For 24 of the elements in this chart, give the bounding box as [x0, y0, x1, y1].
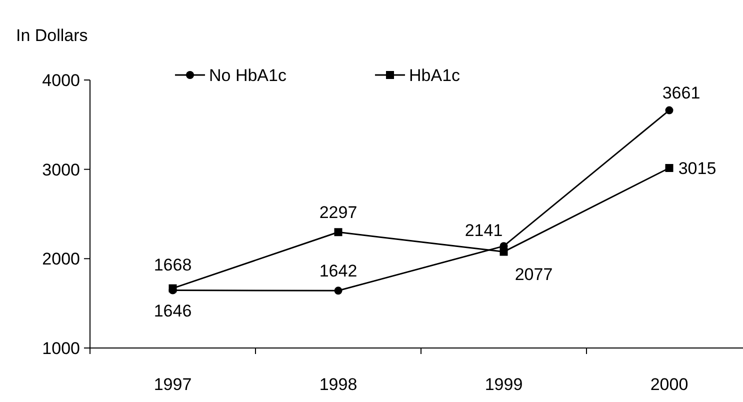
data-label: 3015	[678, 158, 716, 178]
x-tick-label: 1997	[154, 375, 192, 394]
x-tick-label: 2000	[650, 375, 688, 394]
x-tick-label: 1998	[319, 375, 358, 394]
y-axis-title: In Dollars	[16, 26, 88, 45]
y-tick-label: 4000	[42, 70, 80, 90]
point	[665, 106, 674, 114]
data-label: 1668	[154, 255, 192, 274]
data-label: 1646	[154, 301, 192, 320]
legend-label: No HbA1c	[209, 66, 287, 85]
x-tick-label: 1999	[484, 375, 523, 394]
data-label: 2077	[514, 264, 553, 284]
data-label: 1642	[319, 262, 358, 281]
point	[665, 164, 674, 172]
y-tick-label: 1000	[42, 338, 80, 358]
point	[334, 286, 342, 295]
data-label: 2297	[319, 203, 358, 222]
point	[334, 228, 342, 236]
y-tick-label: 3000	[42, 160, 80, 180]
data-label: 2141	[464, 221, 503, 240]
y-tick-label: 2000	[42, 250, 80, 269]
legend-label: HbA1c	[409, 66, 461, 85]
data-label: 3661	[662, 83, 700, 102]
point	[500, 248, 508, 256]
